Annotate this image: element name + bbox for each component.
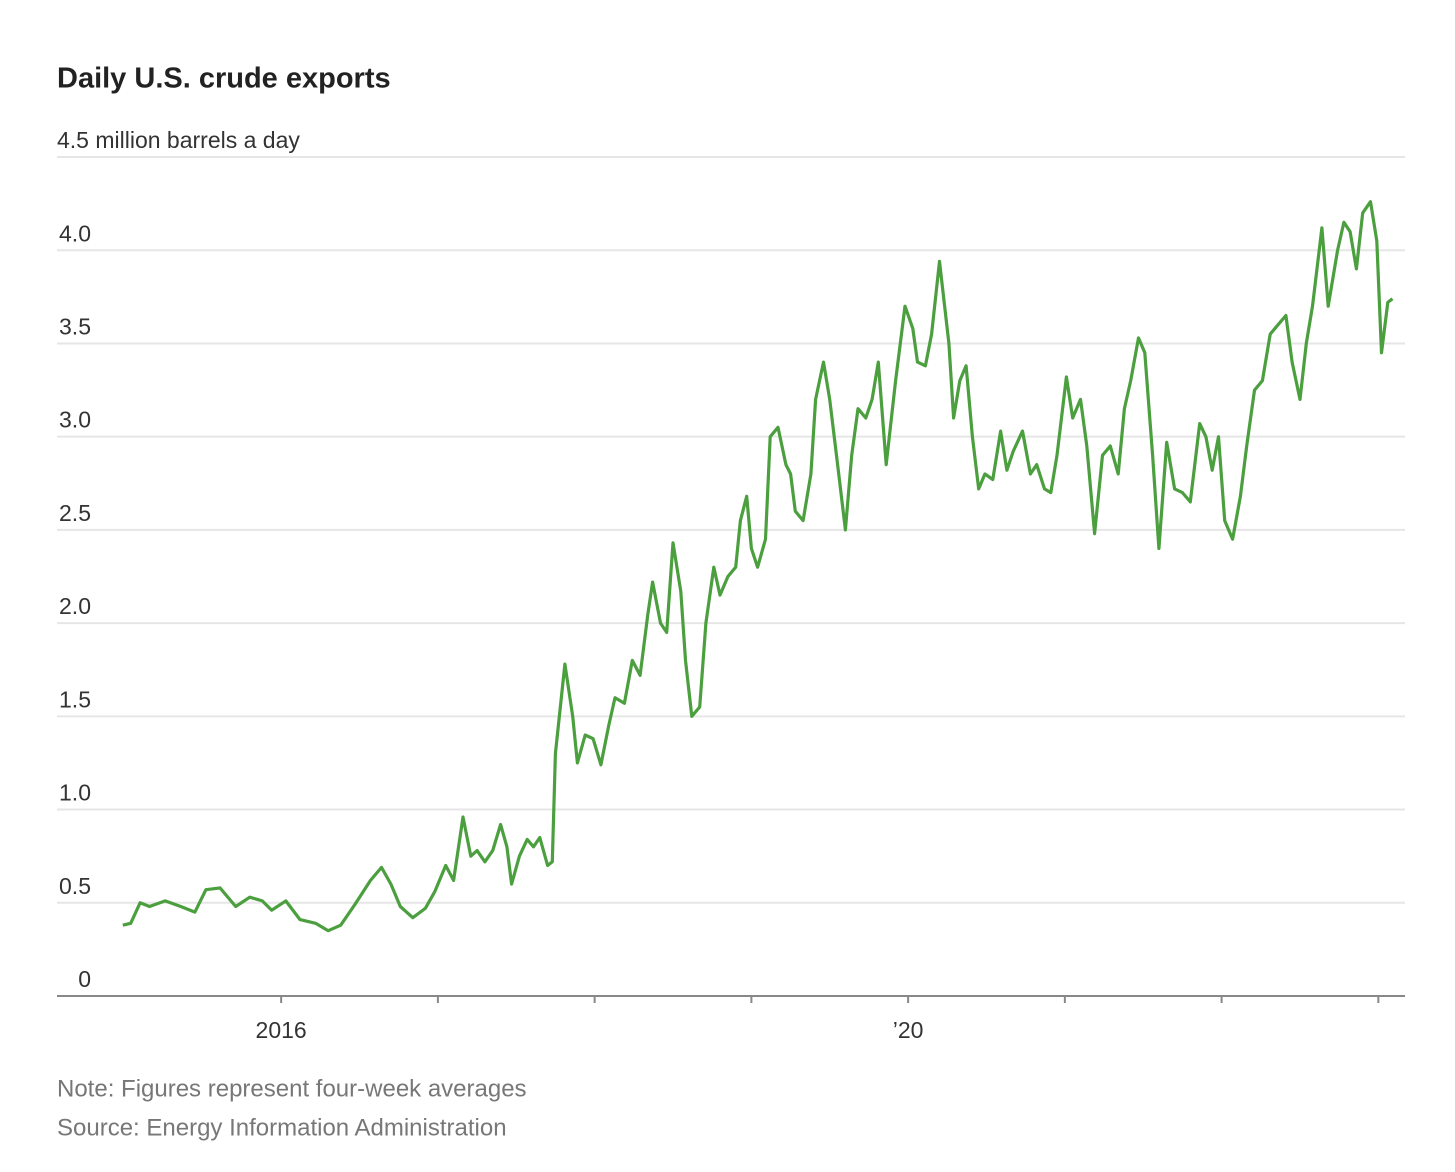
source: Source: Energy Information Administratio… [57,1114,507,1141]
y-tick-label: 3.5 [59,314,91,340]
y-tick-label: 0 [78,966,91,992]
y-tick-label: 2.5 [59,500,91,526]
y-tick-label: 0.5 [59,873,91,899]
chart-title: Daily U.S. crude exports [57,63,391,95]
y-tick-label: 2.0 [59,593,91,619]
line-series [122,200,1394,933]
y-tick-label: 1.5 [59,686,91,712]
y-tick-label: 3.0 [59,407,91,433]
y-tick-label: 4.5 million barrels a day [57,127,300,153]
y-tick-label: 1.0 [59,780,91,806]
x-tick-label: 2016 [256,1017,307,1043]
note: Note: Figures represent four-week averag… [57,1075,527,1102]
x-tick-label: ’20 [893,1017,924,1043]
y-tick-label: 4.0 [59,220,91,246]
